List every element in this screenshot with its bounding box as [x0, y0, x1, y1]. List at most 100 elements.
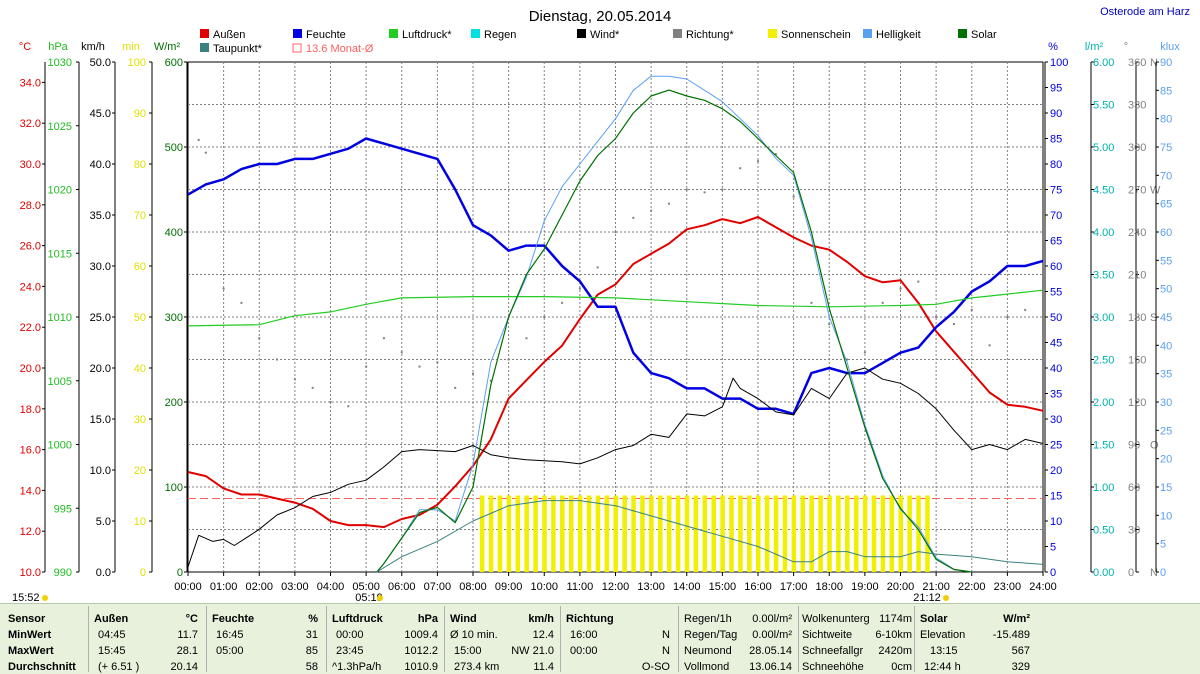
legend-swatch — [200, 43, 209, 52]
summary-separator — [560, 606, 561, 672]
legend-label: Außen — [213, 29, 245, 41]
summary-wolken-value: 6-10km — [875, 629, 912, 641]
sunshine-bar — [675, 495, 681, 572]
summary-richtung-value: N — [662, 629, 670, 641]
sunshine-bar — [853, 495, 859, 572]
legend-swatch — [768, 29, 777, 38]
axis-tick-label-wind: 30.0 — [90, 261, 111, 273]
sunshine-bar — [560, 495, 565, 572]
legend-label: 13.6 Monat-Ø — [306, 43, 374, 55]
sunshine-bar — [658, 495, 663, 572]
axis-tick-label-humidity: 10 — [1050, 516, 1062, 528]
x-tick-label: 24:00 — [1029, 581, 1057, 593]
summary-solar-unit: W/m² — [1003, 613, 1030, 625]
series-line-luftdruck — [187, 289, 1044, 327]
summary-wind: Wind km/h Ø 10 min. 12.4 15:00 NW 21.0 2… — [450, 604, 558, 674]
summary-wind-value: 12.4 — [532, 629, 554, 641]
x-tick-label: 21:00 — [922, 581, 950, 593]
direction-point — [347, 405, 350, 408]
summary-aussen-value: 11.7 — [177, 629, 198, 641]
x-tick-label: 22:00 — [958, 581, 986, 593]
axis-tick-label-temp: 32.0 — [20, 118, 41, 130]
axis-tick-label-brightness: 10 — [1160, 510, 1172, 522]
axis-tick-label-direction: 60 — [1128, 482, 1140, 494]
series-line-außen — [187, 216, 1044, 529]
axis-tick-label-humidity: 80 — [1050, 159, 1062, 171]
sunshine-bar — [524, 495, 529, 572]
legend-label: Regen — [484, 29, 516, 41]
axis-tick-label-humidity: 35 — [1050, 389, 1062, 401]
sunshine-bar — [720, 495, 725, 572]
direction-point — [739, 167, 742, 170]
axis-tick-label-brightness: 5 — [1160, 539, 1166, 551]
summary-richtung-value: N — [662, 645, 670, 657]
sunshine-bar — [702, 495, 708, 572]
series-line-helligkeit — [376, 75, 972, 573]
summary-separator — [444, 606, 445, 672]
direction-point — [311, 386, 314, 389]
summary-luftdruck-value: 1012.2 — [404, 645, 438, 657]
summary-feuchte-time: 05:00 — [216, 645, 244, 657]
summary-regen-label: Regen/1h — [684, 613, 732, 625]
direction-point — [382, 337, 385, 340]
summary-aussen-time: (+ 6.51 ) — [98, 661, 140, 673]
sunshine-bar — [613, 495, 618, 572]
axis-tick-label-brightness: 80 — [1160, 114, 1172, 126]
summary-feuchte-time: 16:45 — [216, 629, 244, 641]
axis-tick-label-rain: 5.00 — [1093, 142, 1114, 154]
axis-tick-label-temp: 20.0 — [20, 363, 41, 375]
summary-sensor-row: MaxWert — [8, 645, 54, 657]
summary-solar-time: 13:15 — [930, 645, 958, 657]
x-tick-label: 03:00 — [281, 581, 309, 593]
direction-point — [293, 378, 296, 381]
summary-aussen-value: 28.1 — [176, 645, 198, 657]
sunrise-marker — [377, 595, 383, 601]
sunshine-bar — [729, 495, 734, 572]
summary-luftdruck-value: 1010.9 — [404, 661, 438, 673]
axis-tick-label-brightness: 45 — [1160, 312, 1172, 324]
x-tick-label: 00:00 — [174, 581, 202, 593]
axis-tick-label-temp: 34.0 — [20, 77, 41, 89]
sunshine-bar — [845, 495, 850, 572]
axis-tick-label-wind: 0.0 — [96, 567, 111, 579]
axis-tick-label-pressure: 1005 — [48, 376, 72, 388]
sunshine-bar — [747, 495, 752, 572]
summary-solar: Solar W/m² Elevation -15.489 13:15 567 1… — [920, 604, 1030, 674]
direction-point — [1024, 308, 1027, 311]
summary-solar-value: 329 — [1011, 661, 1030, 673]
summary-luftdruck-unit: hPa — [417, 613, 438, 625]
legend-label: Taupunkt* — [213, 43, 263, 55]
sunshine-bar — [916, 495, 921, 572]
summary-wolken: Wolkenunterg 1174m Sichtweite 6-10km Sch… — [802, 604, 914, 674]
sunshine-bar — [568, 495, 574, 572]
legend-swatch — [292, 43, 302, 53]
direction-point — [365, 365, 368, 368]
summary-sensor: Sensor MinWert MaxWert Durchschnitt — [8, 604, 88, 674]
summary-aussen-value: 20.14 — [170, 661, 198, 673]
direction-point — [970, 308, 973, 311]
x-tick-label: 18:00 — [815, 581, 843, 593]
summary-aussen: Außen °C 04:45 11.7 15:45 28.1 (+ 6.51 )… — [94, 604, 202, 674]
axis-tick-label-pressure: 1025 — [48, 121, 72, 133]
summary-sensor-row: MinWert — [8, 629, 52, 641]
axis-tick-label-humidity: 45 — [1050, 338, 1062, 350]
axis-tick-label-sun_minutes: 20 — [134, 465, 146, 477]
sunshine-bar — [925, 495, 930, 572]
summary-moon-value: 13.06.14 — [749, 661, 792, 673]
x-tick-label: 08:00 — [459, 581, 487, 593]
summary-sensor-title: Sensor — [8, 613, 46, 625]
legend-label: Richtung* — [686, 29, 734, 41]
axis-tick-label-humidity: 40 — [1050, 363, 1062, 375]
axis-tick-label-brightness: 50 — [1160, 284, 1172, 296]
axis-tick-label-wind: 35.0 — [90, 210, 111, 222]
summary-feuchte: Feuchte % 16:45 31 05:00 85 58 — [212, 604, 322, 674]
axis-tick-label-humidity: 90 — [1050, 108, 1062, 120]
direction-point — [1042, 301, 1044, 304]
summary-richtung-time: 00:00 — [570, 645, 598, 657]
summary-regen-value: 0.00l/m² — [752, 613, 792, 625]
axis-tick-label-direction: 90 — [1128, 440, 1140, 452]
x-tick-label: 13:00 — [637, 581, 665, 593]
axis-tick-label-wind: 10.0 — [90, 465, 111, 477]
axis-direction-letter: N — [1150, 57, 1158, 69]
direction-point — [667, 202, 670, 205]
